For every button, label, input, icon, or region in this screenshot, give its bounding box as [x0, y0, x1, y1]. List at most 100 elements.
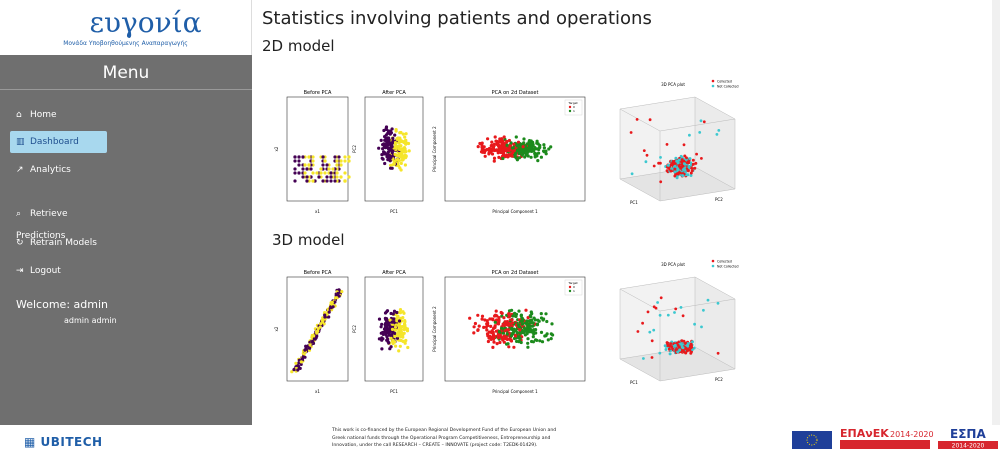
- scatter-dot: [293, 159, 297, 163]
- scatter-dot: [396, 334, 400, 338]
- scatter-dot: [512, 345, 516, 349]
- scatter-dot: [388, 318, 392, 322]
- scatter-dot: [668, 352, 672, 356]
- scatter-dot: [497, 316, 501, 320]
- legend-label: Not Collected: [717, 265, 739, 269]
- scatter-dot: [497, 155, 501, 159]
- scatter-dot: [527, 325, 531, 329]
- scatter-dot: [323, 159, 327, 163]
- scatter-dot: [398, 308, 403, 312]
- menu-label: Retrieve Predictions: [16, 209, 68, 241]
- y-axis-label: PC2: [715, 197, 723, 202]
- scatter-dot: [673, 311, 676, 314]
- scatter-dot: [399, 144, 403, 148]
- scatter-dot: [644, 160, 648, 164]
- scatter-dot: [316, 327, 320, 331]
- scatter-dot: [491, 332, 495, 336]
- menu-item[interactable]: ⌕ Retrieve Predictions: [10, 203, 107, 241]
- scatter-dot: [693, 166, 697, 170]
- scatter-dot: [483, 318, 487, 322]
- scatter-dot: [515, 144, 519, 148]
- scatter-dot: [496, 143, 500, 147]
- scatter-dot: [650, 339, 654, 343]
- cube-wall: [620, 277, 695, 359]
- scatter-dot: [646, 310, 650, 314]
- y-axis-label: Principal Component 2: [432, 126, 437, 172]
- scatter-dot: [550, 322, 554, 326]
- scatter-dot: [686, 173, 690, 177]
- scatter-dot: [492, 159, 496, 163]
- scatter-dot: [403, 323, 407, 327]
- scatter-dot: [394, 129, 398, 133]
- scatter-dot: [390, 150, 394, 154]
- scatter-dot: [531, 328, 536, 332]
- scatter-dot: [683, 341, 687, 345]
- scatter-dot: [337, 155, 341, 159]
- scatter-dot: [389, 345, 393, 349]
- partner-logo: ▦ UBITECH: [24, 435, 103, 449]
- scatter-dot: [522, 137, 526, 141]
- scatter-dot: [393, 133, 397, 137]
- scatter-dot: [485, 147, 489, 152]
- scatter-dot: [675, 176, 679, 180]
- scatter-dot: [487, 146, 492, 151]
- scatter-dot: [468, 316, 472, 320]
- scatter-dot: [515, 331, 520, 335]
- scatter-dot: [673, 164, 677, 168]
- menu-item[interactable]: ↗ Analytics: [10, 159, 107, 181]
- scatter-dot: [391, 136, 395, 140]
- scatter-dot: [388, 154, 392, 159]
- menu-item[interactable]: ▥ Dashboard: [10, 131, 107, 153]
- scatter-dot: [392, 309, 397, 313]
- scatter-dot: [321, 320, 325, 324]
- y-axis-label: PC2: [352, 145, 357, 153]
- scatter-dot: [659, 180, 663, 184]
- menu-item[interactable]: ↻ Retrain Models: [10, 232, 107, 254]
- scatter-dot: [524, 308, 528, 312]
- plot-title: After PCA: [382, 270, 406, 276]
- funding-logos: ΕΠΑνΕΚ 2014-2020 ΕΣΠΑ 2014-2020: [792, 427, 998, 450]
- scatter-dot: [504, 149, 508, 153]
- scatter-dot: [500, 311, 504, 315]
- scatter-dot: [681, 346, 685, 350]
- y-axis-label: PC2: [715, 377, 723, 382]
- menu-item[interactable]: ⌂ Home: [10, 104, 107, 126]
- scatter-dot: [641, 321, 644, 325]
- menu-item[interactable]: ⇥ Logout: [10, 260, 107, 282]
- scatter-dot: [390, 327, 395, 331]
- menu-title: Menu: [0, 55, 252, 90]
- scatter-dot: [492, 144, 496, 148]
- scatter-dot: [312, 337, 316, 341]
- plot-title: PCA on 2d Dataset: [492, 270, 539, 276]
- scatter-dot: [319, 171, 323, 175]
- scatter-dot: [339, 163, 343, 167]
- scatter-dot: [676, 161, 680, 165]
- scatter-dot: [507, 345, 511, 349]
- scatter-dot: [533, 147, 537, 151]
- scatter-dot: [485, 319, 489, 323]
- scatter-dot: [544, 312, 548, 316]
- scatter-dot: [323, 313, 327, 317]
- scatter-dot: [329, 175, 333, 179]
- scatter-dot: [492, 337, 496, 341]
- scatter-dot: [497, 147, 502, 151]
- scatter-dot: [311, 155, 315, 159]
- scatter-dot: [472, 331, 476, 335]
- scrollbar: [992, 0, 1000, 425]
- scatter-dot: [665, 169, 669, 173]
- scatter-dot: [303, 163, 307, 167]
- scatter-dot: [317, 175, 321, 179]
- scatter-dot: [529, 139, 533, 143]
- scatter-dot: [525, 322, 529, 326]
- scatter-dot: [480, 317, 484, 321]
- scatter-dot: [386, 158, 390, 162]
- scatter-dot: [335, 175, 339, 179]
- scatter-dot: [645, 153, 649, 157]
- scatter-dot: [508, 146, 512, 150]
- scatter-dot: [381, 330, 385, 335]
- scatter-dot: [491, 345, 495, 349]
- scatter-dot: [711, 264, 715, 268]
- legend-label: 1: [573, 289, 575, 293]
- scatter-dot: [688, 348, 692, 352]
- scatter-dot: [377, 146, 381, 150]
